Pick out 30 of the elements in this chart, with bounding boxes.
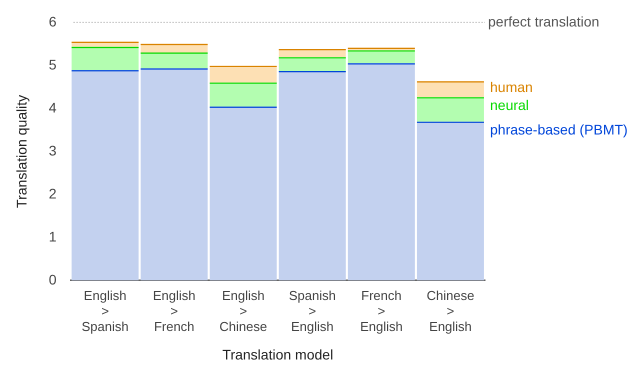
bar	[348, 50, 415, 64]
y-tick-label: 5	[48, 56, 57, 72]
x-tick-label: English > French	[152, 288, 196, 334]
x-tick-label: English > Chinese	[219, 288, 268, 334]
x-tick-label: Spanish > English	[288, 288, 336, 334]
bar	[210, 66, 277, 83]
bar	[140, 68, 208, 280]
y-tick-label: 0	[48, 271, 57, 288]
bar	[210, 106, 277, 280]
y-axis-title: Translation quality	[13, 94, 30, 208]
x-tick-label: Chinese > English	[426, 288, 474, 334]
y-tick-label: 4	[48, 99, 57, 116]
x-axis-title: Translation model	[222, 346, 334, 362]
x-tick-label: English > Spanish	[82, 288, 129, 334]
bar	[416, 97, 484, 122]
bar	[416, 81, 484, 98]
series-label: neural	[490, 97, 529, 114]
bar	[72, 70, 139, 280]
series-label: phrase-based (PBMT)	[490, 122, 628, 138]
x-tick-label: French > English	[360, 288, 403, 334]
bar	[348, 63, 415, 280]
y-tick-label: 6	[48, 13, 57, 30]
y-tick-label: 3	[48, 142, 57, 158]
bar	[416, 122, 484, 280]
ref-line-label: perfect translation	[488, 13, 600, 30]
y-tick-label: 2	[48, 185, 57, 202]
bar	[210, 82, 277, 107]
y-tick-label: 1	[48, 228, 57, 244]
series-label: human	[490, 79, 533, 96]
bar	[278, 70, 346, 280]
